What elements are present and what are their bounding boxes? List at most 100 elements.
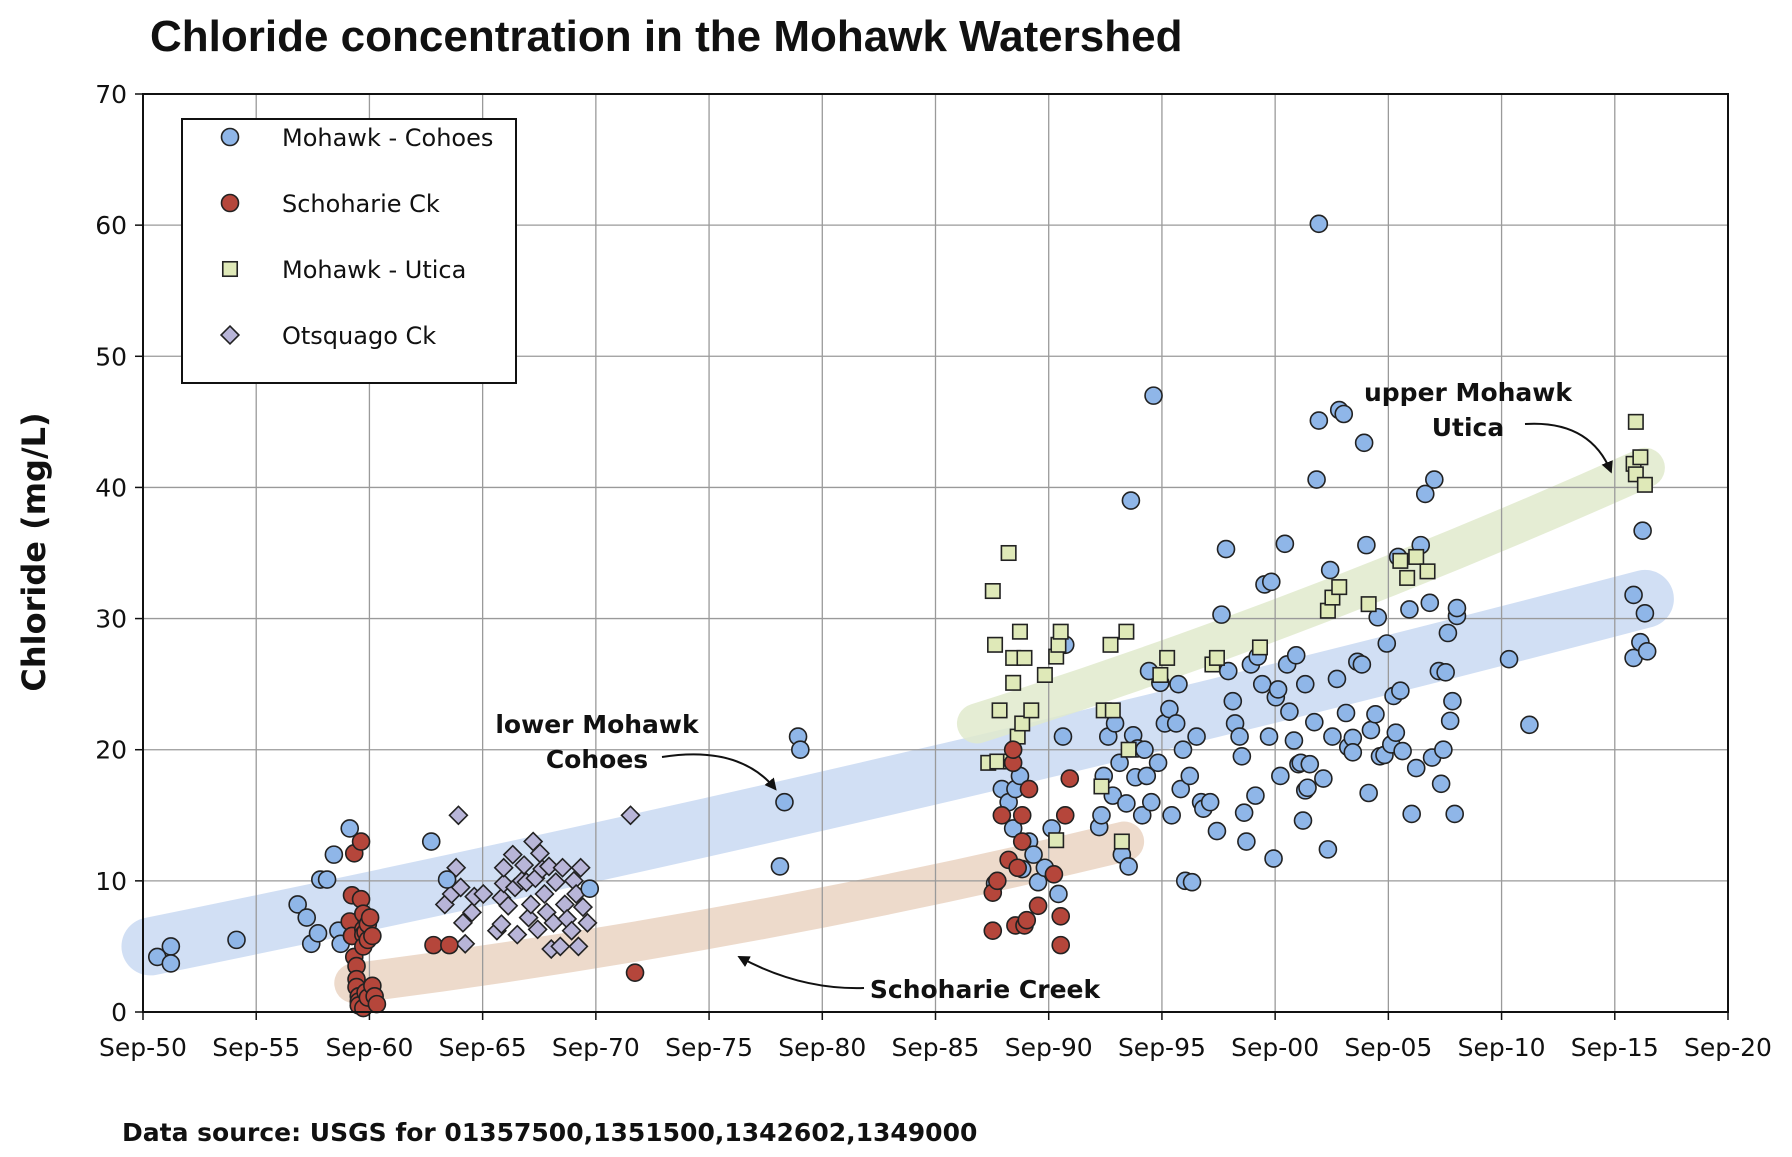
data-point-mohawk-cohoes [1110, 753, 1129, 773]
data-point-mohawk-cohoes [1162, 805, 1181, 825]
data-point-mohawk-cohoes [1132, 805, 1152, 825]
x-axis-ticks: Sep-50 Sep-55 Sep-60 Sep-65 Sep-70 Sep-75 Sep-… [99, 1012, 1772, 1062]
x-tick-label: Sep-10 [1458, 1033, 1546, 1062]
chart-title: Chloride concentration in the Mohawk Wat… [150, 12, 1183, 61]
data-point-mohawk-cohoes [1400, 600, 1419, 619]
data-point-mohawk-cohoes [1166, 714, 1186, 733]
data-point-schoharie-ck [1008, 858, 1027, 878]
data-point-mohawk-utica [1399, 569, 1416, 586]
legend-label: Mohawk - Cohoes [282, 124, 493, 152]
annotation-text: upper Mohawk [1364, 378, 1573, 407]
data-point-mohawk-cohoes [1323, 727, 1342, 746]
data-point-otsquago-ck [518, 907, 539, 928]
annotation-arrow [737, 955, 865, 990]
data-point-mohawk-cohoes [1336, 703, 1356, 723]
data-point-otsquago-ck [514, 855, 535, 876]
data-point-otsquago-ck [550, 936, 571, 957]
data-point-otsquago-ck [552, 857, 573, 878]
data-point-otsquago-ck [455, 933, 476, 954]
annotation-lower-mohawk-cohoes: lower Mohawk Cohoes [495, 710, 777, 791]
data-point-mohawk-utica [1052, 623, 1069, 640]
trend-band-mohawk-cohoes [121, 569, 1674, 976]
data-point-schoharie-ck [983, 921, 1003, 940]
data-point-schoharie-ck [1051, 935, 1071, 955]
data-point-mohawk-cohoes [161, 937, 181, 956]
data-point-mohawk-cohoes [1144, 386, 1163, 405]
data-point-mohawk-cohoes [1271, 766, 1290, 786]
legend-item-schoharie-ck: Schoharie Ck [220, 190, 440, 218]
data-point-mohawk-cohoes [1406, 758, 1426, 778]
x-tick-label: Sep-85 [892, 1033, 980, 1062]
data-point-mohawk-utica [1093, 778, 1110, 795]
data-point-mohawk-cohoes [1141, 792, 1161, 812]
data-point-mohawk-cohoes [421, 832, 441, 851]
data-point-mohawk-utica [1005, 674, 1022, 691]
data-point-mohawk-utica [1636, 476, 1653, 493]
data-point-mohawk-cohoes [1366, 705, 1385, 724]
data-point-mohawk-utica [1014, 715, 1031, 732]
data-points [147, 214, 1657, 1018]
data-point-mohawk-cohoes [1234, 803, 1254, 822]
data-point-mohawk-utica [1392, 552, 1409, 569]
data-point-mohawk-cohoes [1624, 585, 1643, 605]
data-point-mohawk-cohoes [1361, 720, 1381, 740]
data-point-mohawk-cohoes [1368, 607, 1388, 627]
data-point-mohawk-cohoes [1284, 731, 1304, 750]
y-tick-label: 30 [95, 605, 127, 634]
data-point-mohawk-cohoes [1024, 845, 1043, 864]
data-point-mohawk-cohoes [1402, 804, 1421, 824]
data-point-mohawk-utica [1023, 702, 1040, 719]
data-point-schoharie-ck [424, 935, 443, 955]
data-point-mohawk-cohoes [1343, 743, 1363, 762]
data-point-mohawk-cohoes [1443, 691, 1462, 711]
data-point-mohawk-cohoes [1314, 769, 1333, 788]
data-point-schoharie-ck [1012, 832, 1032, 851]
data-point-mohawk-cohoes [1200, 792, 1220, 812]
data-point-mohawk-cohoes [1223, 691, 1243, 711]
annotations: upper Mohawk Utica lower Mohawk Cohoes Schoh… [495, 378, 1613, 1004]
data-point-mohawk-utica [1319, 602, 1336, 619]
data-point-mohawk-cohoes [308, 924, 328, 943]
data-point-mohawk-cohoes [791, 740, 810, 760]
x-tick-label: Sep-75 [665, 1033, 753, 1062]
data-point-mohawk-utica [1048, 832, 1065, 849]
data-point-mohawk-cohoes [1352, 655, 1372, 674]
data-point-mohawk-utica [1627, 413, 1644, 430]
data-point-mohawk-cohoes [775, 792, 794, 812]
data-point-mohawk-cohoes [1049, 884, 1068, 904]
legend-label: Schoharie Ck [282, 190, 440, 218]
data-point-otsquago-ck [493, 873, 514, 894]
data-point-mohawk-utica [1000, 544, 1017, 562]
data-point-schoharie-ck [1028, 896, 1048, 916]
x-tick-label: Sep-70 [552, 1033, 640, 1062]
legend-marker [220, 127, 240, 147]
data-point-schoharie-ck [440, 935, 459, 955]
data-point-mohawk-cohoes [1182, 872, 1202, 892]
data-point-mohawk-cohoes [1237, 832, 1256, 851]
data-point-mohawk-cohoes [1300, 754, 1320, 774]
data-point-mohawk-utica [1208, 649, 1225, 666]
data-point-otsquago-ck [448, 805, 469, 826]
y-tick-label: 50 [95, 342, 127, 371]
x-tick-label: Sep-15 [1571, 1033, 1659, 1062]
data-point-mohawk-cohoes [1438, 623, 1458, 643]
data-point-mohawk-cohoes [1053, 727, 1073, 746]
data-point-schoharie-ck [360, 908, 380, 927]
legend-item-mohawk-utica: Mohawk - Utica [221, 256, 466, 284]
data-point-otsquago-ck [538, 856, 560, 877]
data-point-mohawk-cohoes [1637, 642, 1657, 661]
y-axis-ticks: 0 10 20 30 40 50 60 70 [95, 80, 143, 1027]
data-point-mohawk-cohoes [1286, 645, 1306, 665]
annotation-text: Schoharie Creek [870, 975, 1102, 1004]
data-point-mohawk-cohoes [1436, 663, 1455, 682]
data-point-mohawk-cohoes [1445, 804, 1465, 824]
y-tick-label: 20 [95, 736, 127, 765]
data-point-mohawk-utica [1113, 833, 1130, 850]
data-point-mohawk-cohoes [1261, 572, 1281, 592]
y-axis-label: Chloride (mg/L) [15, 412, 53, 691]
data-point-otsquago-ck [520, 894, 541, 915]
data-point-otsquago-ck [561, 920, 582, 941]
annotation-upper-mohawk-utica: upper Mohawk Utica [1364, 378, 1613, 474]
data-point-mohawk-cohoes [1386, 723, 1406, 742]
